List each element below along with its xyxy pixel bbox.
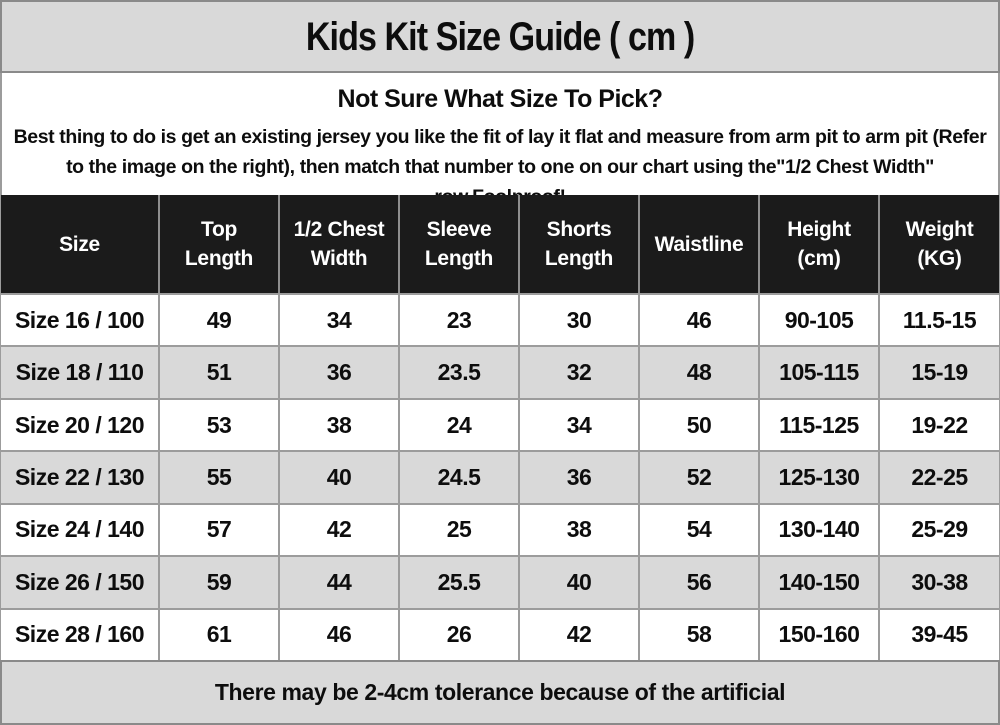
row-size-label: Size 28 / 160 [1, 609, 158, 660]
row-size-label: Size 18 / 110 [1, 347, 158, 398]
table-cell: 150-160 [758, 609, 878, 660]
table-cell: 40 [518, 557, 638, 608]
table-cell: 25-29 [878, 504, 999, 556]
table-cell: 11.5-15 [878, 295, 999, 346]
table-cell: 34 [518, 399, 638, 451]
table-cell: 39-45 [878, 609, 999, 660]
table-cell: 49 [158, 295, 278, 346]
table-cell: 15-19 [878, 347, 999, 398]
table-cell: 42 [278, 504, 398, 556]
table-cell: 46 [278, 609, 398, 660]
table-header-row: Size Top Length 1/2 Chest Width Sleeve L… [1, 195, 999, 293]
size-table: Size Top Length 1/2 Chest Width Sleeve L… [0, 195, 1000, 660]
header-cell-top-length: Top Length [158, 195, 278, 293]
table-cell: 61 [158, 609, 278, 660]
table-cell: 40 [278, 452, 398, 503]
table-cell: 30-38 [878, 557, 999, 608]
table-cell: 44 [278, 557, 398, 608]
table-cell: 55 [158, 452, 278, 503]
header-cell-sleeve-length: Sleeve Length [398, 195, 518, 293]
table-row: Size 26 / 150 59 44 25.5 40 56 140-150 30-38 [1, 555, 999, 608]
table-cell: 26 [398, 609, 518, 660]
table-cell: 53 [158, 399, 278, 451]
table-cell: 56 [638, 557, 758, 608]
table-cell: 90-105 [758, 295, 878, 346]
table-row: Size 24 / 140 57 42 25 38 54 130-140 25-29 [1, 502, 999, 556]
table-cell: 23.5 [398, 347, 518, 398]
table-cell: 23 [398, 295, 518, 346]
table-cell: 22-25 [878, 452, 999, 503]
table-cell: 25.5 [398, 557, 518, 608]
row-size-label: Size 26 / 150 [1, 557, 158, 608]
table-cell: 50 [638, 399, 758, 451]
row-size-label: Size 16 / 100 [1, 295, 158, 346]
footer-bar: There may be 2-4cm tolerance because of … [0, 660, 1000, 725]
table-cell: 24 [398, 399, 518, 451]
table-row: Size 18 / 110 51 36 23.5 32 48 105-115 15-19 [1, 345, 999, 398]
header-cell-shorts-length: Shorts Length [518, 195, 638, 293]
info-section: Not Sure What Size To Pick? Best thing t… [0, 73, 1000, 208]
header-cell-chest-width: 1/2 Chest Width [278, 195, 398, 293]
table-cell: 42 [518, 609, 638, 660]
table-cell: 125-130 [758, 452, 878, 503]
title-bar: Kids Kit Size Guide ( cm ) [0, 0, 1000, 73]
table-row: Size 20 / 120 53 38 24 34 50 115-125 19-22 [1, 397, 999, 451]
table-cell: 34 [278, 295, 398, 346]
footer-note: There may be 2-4cm tolerance because of … [214, 679, 786, 705]
table-cell: 30 [518, 295, 638, 346]
page-title: Kids Kit Size Guide ( cm ) [305, 13, 695, 59]
table-cell: 32 [518, 347, 638, 398]
table-body: Size 16 / 100 49 34 23 30 46 90-105 11.5-15 Size… [1, 293, 999, 660]
table-cell: 36 [278, 347, 398, 398]
table-cell: 19-22 [878, 399, 999, 451]
table-cell: 25 [398, 504, 518, 556]
table-cell: 38 [518, 504, 638, 556]
table-cell: 115-125 [758, 399, 878, 451]
header-cell-waistline: Waistline [638, 195, 758, 293]
table-cell: 51 [158, 347, 278, 398]
table-cell: 105-115 [758, 347, 878, 398]
row-size-label: Size 24 / 140 [1, 504, 158, 556]
table-cell: 54 [638, 504, 758, 556]
table-cell: 48 [638, 347, 758, 398]
table-cell: 36 [518, 452, 638, 503]
row-size-label: Size 20 / 120 [1, 399, 158, 451]
table-cell: 24.5 [398, 452, 518, 503]
table-row: Size 16 / 100 49 34 23 30 46 90-105 11.5-15 [1, 293, 999, 346]
table-cell: 59 [158, 557, 278, 608]
table-cell: 52 [638, 452, 758, 503]
header-cell-height: Height (cm) [758, 195, 878, 293]
table-cell: 130-140 [758, 504, 878, 556]
header-cell-weight: Weight (KG) [878, 195, 999, 293]
info-heading: Not Sure What Size To Pick? [337, 85, 663, 113]
table-row: Size 28 / 160 61 46 26 42 58 150-160 39-45 [1, 607, 999, 660]
table-cell: 38 [278, 399, 398, 451]
table-cell: 140-150 [758, 557, 878, 608]
header-cell-size: Size [1, 195, 158, 293]
row-size-label: Size 22 / 130 [1, 452, 158, 503]
table-row: Size 22 / 130 55 40 24.5 36 52 125-130 22-25 [1, 450, 999, 503]
table-cell: 57 [158, 504, 278, 556]
table-cell: 46 [638, 295, 758, 346]
table-cell: 58 [638, 609, 758, 660]
